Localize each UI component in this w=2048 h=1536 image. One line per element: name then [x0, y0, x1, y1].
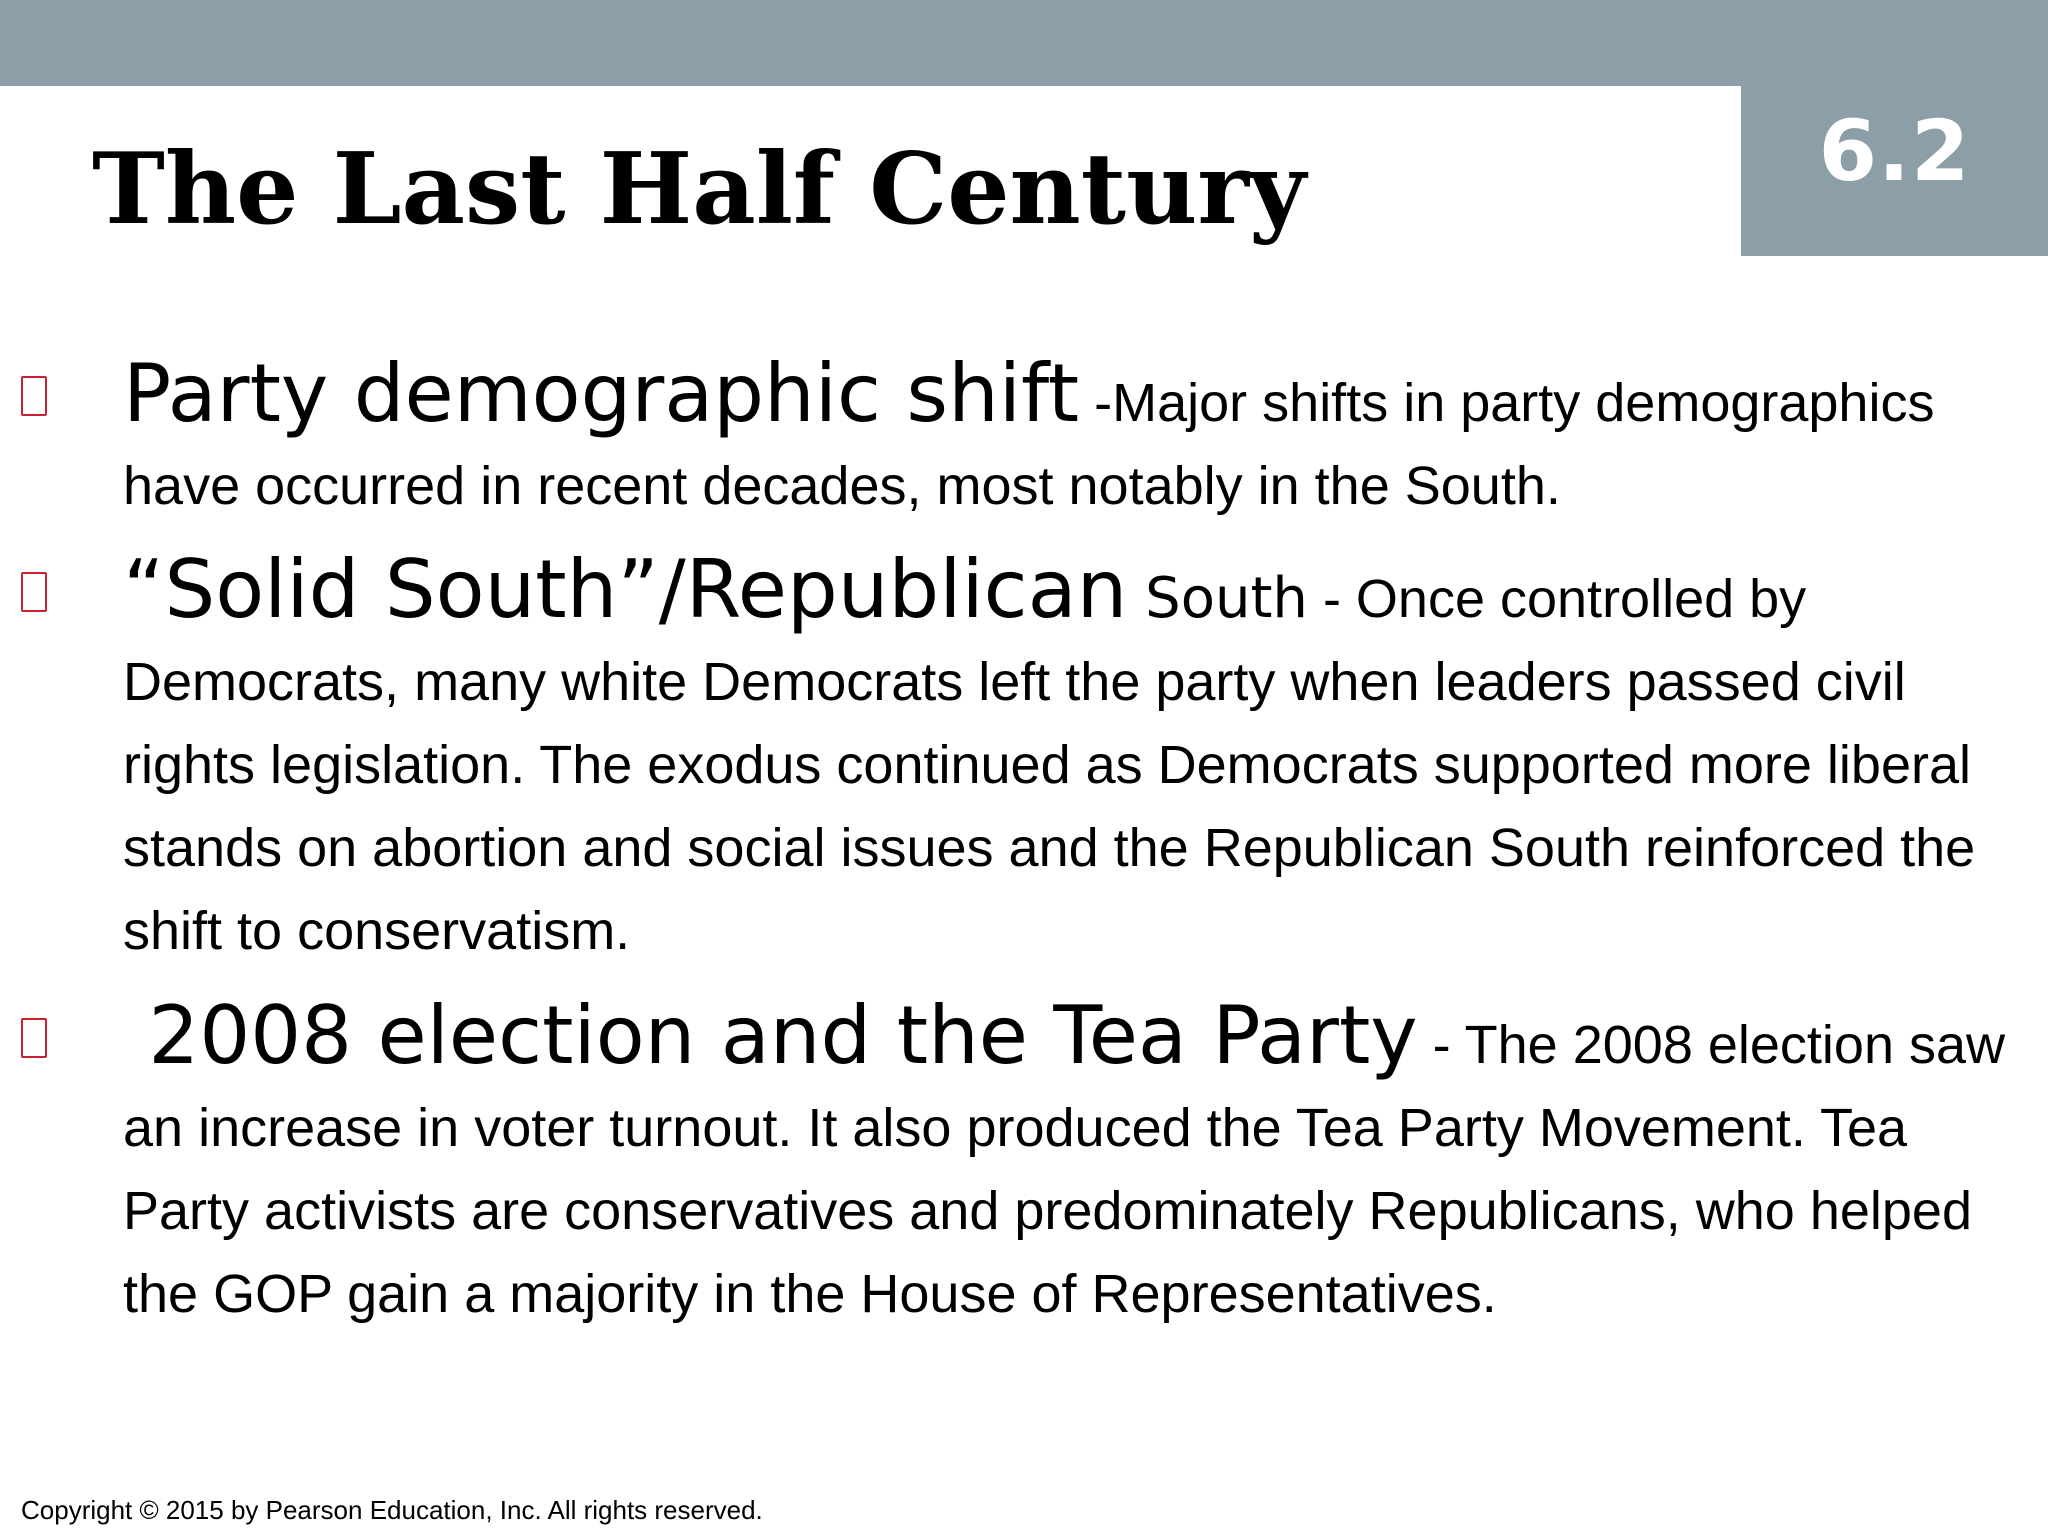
bullet-marker-icon [21, 1018, 47, 1058]
bullet-body: - Once controlled by Democrats, many whi… [123, 569, 1976, 961]
bullet-marker-icon [21, 572, 47, 612]
copyright-notice: Copyright © 2015 by Pearson Education, I… [21, 1495, 763, 1525]
bullet-body: - The 2008 election saw an increase in v… [123, 1015, 2006, 1324]
bullet-term: 2008 election and the Tea Party [123, 989, 1418, 1082]
section-number-box [1741, 86, 2048, 256]
slide-title: The Last Half Century [92, 132, 1306, 247]
bullet-body: -Major shifts in party demographics have… [123, 373, 1935, 516]
bullet-term-suffix: South [1127, 566, 1308, 631]
bullet-text: Party demographic shift -Major shifts in… [123, 352, 2008, 528]
bullet-term: “Solid South”/Republican [123, 543, 1128, 636]
section-number: 6.2 [1818, 102, 1971, 200]
header-band [0, 0, 2048, 86]
bullet-marker-icon [21, 376, 47, 416]
bullet-text: “Solid South”/Republican South - Once co… [123, 548, 2008, 973]
bullet-term: Party demographic shift [123, 347, 1080, 440]
bullet-text: 2008 election and the Tea Party - The 20… [123, 994, 2008, 1336]
